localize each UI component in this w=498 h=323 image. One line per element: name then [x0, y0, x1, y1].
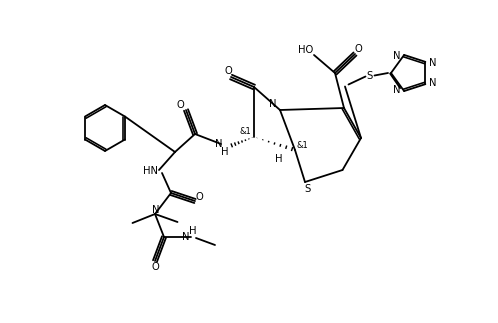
Text: S: S	[367, 70, 373, 80]
Text: N: N	[429, 78, 436, 88]
Text: N: N	[429, 58, 436, 68]
Text: &1: &1	[297, 141, 308, 150]
Text: N: N	[269, 99, 277, 109]
Text: O: O	[151, 262, 159, 272]
Text: O: O	[176, 100, 184, 110]
Text: H: H	[275, 154, 283, 164]
Text: &1: &1	[239, 127, 251, 136]
Text: N: N	[182, 232, 190, 242]
Text: O: O	[225, 66, 233, 76]
Text: N: N	[393, 51, 401, 61]
Text: H: H	[189, 226, 197, 236]
Text: N: N	[152, 205, 159, 215]
Text: O: O	[195, 192, 203, 202]
Text: H: H	[221, 147, 228, 157]
Text: N: N	[393, 85, 401, 95]
Text: S: S	[305, 184, 311, 194]
Text: HN: HN	[142, 165, 157, 175]
Text: HO: HO	[298, 45, 314, 55]
Text: N: N	[215, 139, 223, 149]
Text: O: O	[354, 44, 362, 54]
